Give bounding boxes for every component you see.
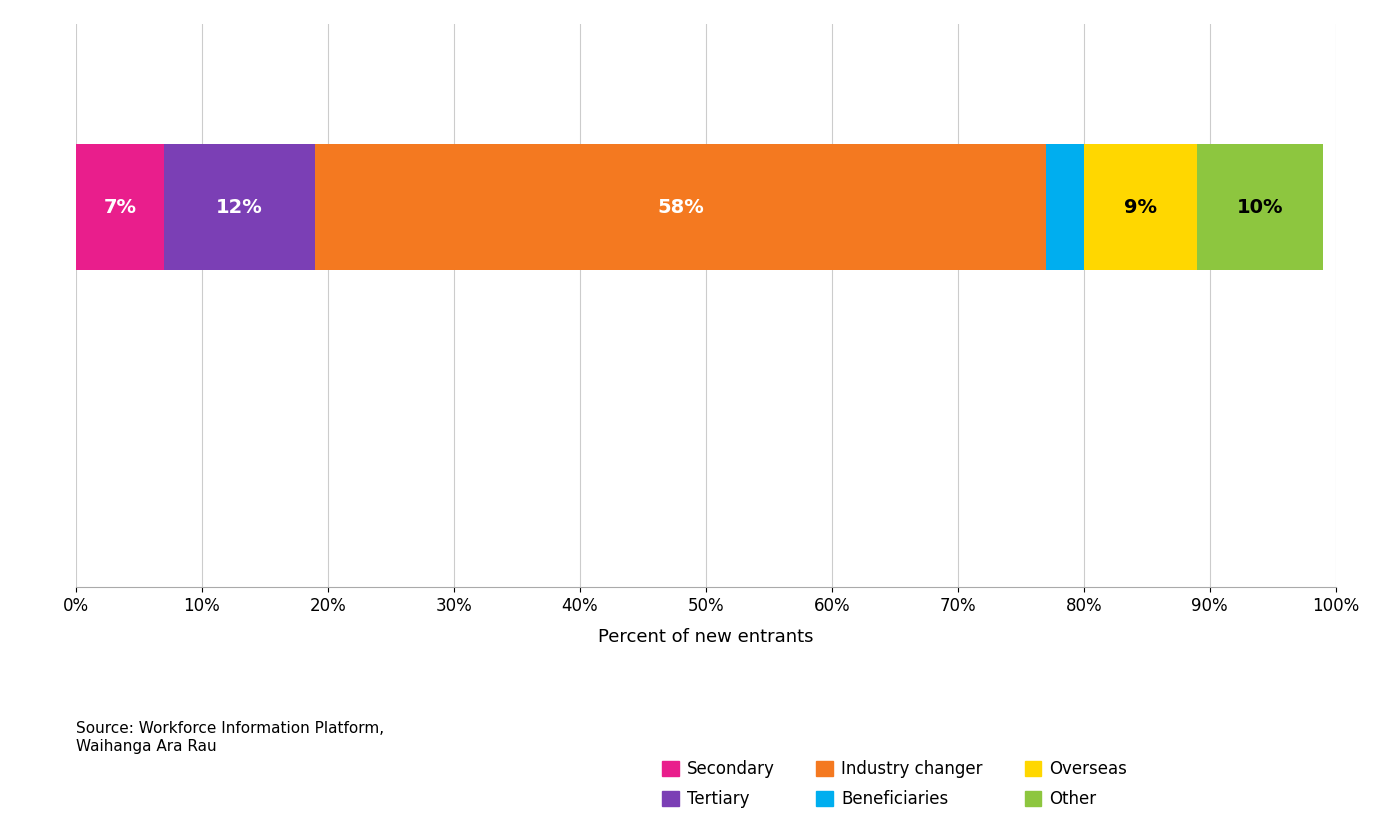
- Text: 10%: 10%: [1237, 198, 1283, 217]
- Text: 7%: 7%: [103, 198, 136, 217]
- Text: 9%: 9%: [1124, 198, 1157, 217]
- Text: 12%: 12%: [216, 198, 263, 217]
- Bar: [1047, 144, 1084, 271]
- Bar: [76, 144, 164, 271]
- X-axis label: Percent of new entrants: Percent of new entrants: [598, 628, 814, 646]
- Bar: [315, 144, 1047, 271]
- Legend: Secondary, Tertiary, Industry changer, Beneficiaries, Overseas, Other: Secondary, Tertiary, Industry changer, B…: [655, 754, 1135, 815]
- Bar: [164, 144, 315, 271]
- Bar: [1084, 144, 1197, 271]
- Bar: [1197, 144, 1323, 271]
- Text: 58%: 58%: [657, 198, 704, 217]
- Text: Source: Workforce Information Platform,
Waihanga Ara Rau: Source: Workforce Information Platform, …: [76, 721, 384, 754]
